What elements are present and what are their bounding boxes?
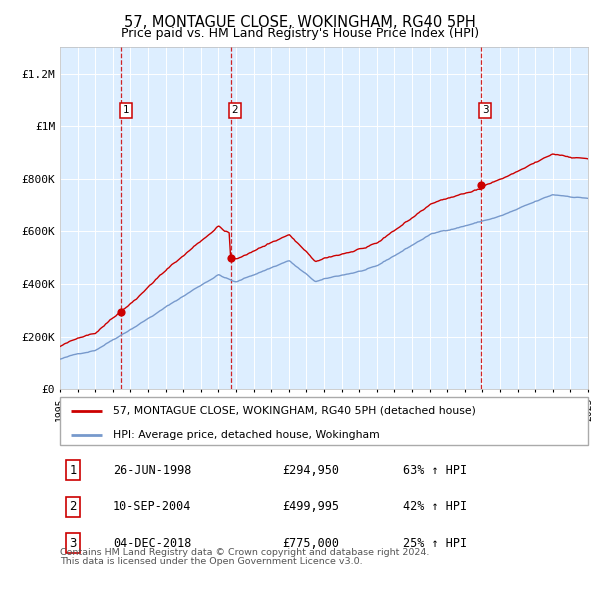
Text: 3: 3 <box>70 537 77 550</box>
Text: 2: 2 <box>70 500 77 513</box>
Text: 63% ↑ HPI: 63% ↑ HPI <box>403 464 467 477</box>
Point <box>116 307 126 316</box>
Text: 1: 1 <box>70 464 77 477</box>
Text: 10-SEP-2004: 10-SEP-2004 <box>113 500 191 513</box>
Text: 25% ↑ HPI: 25% ↑ HPI <box>403 537 467 550</box>
Text: 57, MONTAGUE CLOSE, WOKINGHAM, RG40 5PH (detached house): 57, MONTAGUE CLOSE, WOKINGHAM, RG40 5PH … <box>113 405 476 415</box>
Text: 1: 1 <box>122 106 129 116</box>
Text: This data is licensed under the Open Government Licence v3.0.: This data is licensed under the Open Gov… <box>60 557 362 566</box>
Text: £499,995: £499,995 <box>282 500 339 513</box>
Text: 04-DEC-2018: 04-DEC-2018 <box>113 537 191 550</box>
Text: HPI: Average price, detached house, Wokingham: HPI: Average price, detached house, Woki… <box>113 430 380 440</box>
Text: 42% ↑ HPI: 42% ↑ HPI <box>403 500 467 513</box>
Text: 57, MONTAGUE CLOSE, WOKINGHAM, RG40 5PH: 57, MONTAGUE CLOSE, WOKINGHAM, RG40 5PH <box>124 15 476 30</box>
Point <box>476 181 486 190</box>
Text: £294,950: £294,950 <box>282 464 339 477</box>
Text: £775,000: £775,000 <box>282 537 339 550</box>
Text: 3: 3 <box>482 106 489 116</box>
Text: Contains HM Land Registry data © Crown copyright and database right 2024.: Contains HM Land Registry data © Crown c… <box>60 548 430 557</box>
FancyBboxPatch shape <box>60 397 588 445</box>
Point <box>226 253 235 263</box>
Text: Price paid vs. HM Land Registry's House Price Index (HPI): Price paid vs. HM Land Registry's House … <box>121 27 479 40</box>
Text: 2: 2 <box>232 106 238 116</box>
Text: 26-JUN-1998: 26-JUN-1998 <box>113 464 191 477</box>
